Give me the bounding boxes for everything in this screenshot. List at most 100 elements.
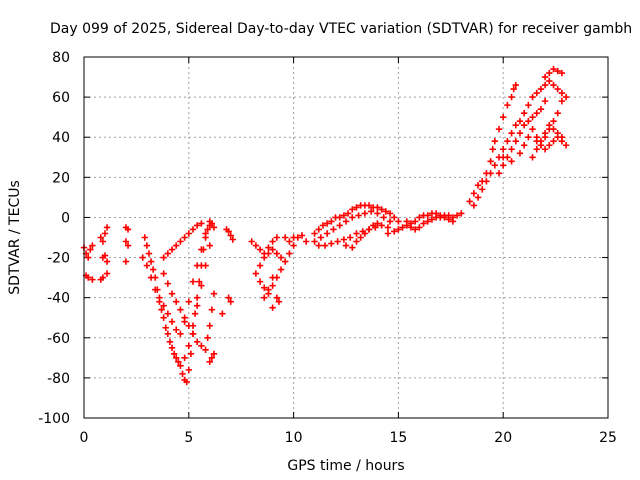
- data-point: [516, 130, 524, 137]
- series-late-rise: [466, 65, 570, 209]
- x-axis-label: GPS time / hours: [287, 458, 404, 474]
- data-point: [173, 242, 180, 249]
- data-point: [202, 346, 209, 354]
- data-point: [166, 338, 174, 345]
- data-point: [495, 126, 503, 133]
- data-point: [160, 270, 167, 277]
- data-point: [256, 246, 264, 253]
- data-point: [227, 298, 234, 305]
- data-point: [286, 250, 293, 257]
- data-point: [330, 226, 337, 233]
- data-point: [537, 85, 545, 93]
- data-point: [353, 204, 360, 211]
- data-point: [185, 298, 192, 305]
- data-point: [219, 310, 226, 317]
- data-point: [103, 270, 111, 277]
- data-point: [315, 226, 322, 233]
- data-point: [162, 324, 169, 331]
- data-point: [256, 278, 264, 285]
- data-point: [554, 109, 561, 117]
- data-point: [273, 250, 281, 257]
- data-point: [101, 230, 109, 237]
- data-point: [361, 210, 369, 217]
- y-tick-label: 80: [52, 50, 70, 66]
- data-point: [311, 230, 318, 237]
- data-point: [89, 276, 96, 283]
- data-point: [198, 282, 205, 289]
- data-point: [168, 290, 176, 297]
- data-point: [342, 218, 350, 225]
- data-point: [189, 278, 197, 285]
- data-point: [541, 73, 549, 81]
- data-point: [504, 101, 511, 109]
- data-point: [483, 178, 490, 185]
- data-point: [508, 93, 515, 101]
- data-point: [407, 220, 415, 227]
- data-point: [340, 212, 348, 219]
- data-point: [185, 342, 192, 349]
- data-point: [512, 81, 519, 89]
- data-point: [367, 208, 375, 215]
- data-point: [269, 282, 276, 289]
- x-tick-label: 5: [184, 430, 193, 446]
- data-point: [277, 254, 285, 261]
- data-point: [508, 146, 515, 153]
- data-point: [290, 242, 297, 249]
- data-point: [395, 226, 402, 233]
- data-point: [550, 138, 557, 145]
- data-point: [265, 244, 272, 251]
- data-point: [416, 214, 423, 221]
- data-point: [198, 246, 205, 253]
- data-point: [101, 252, 109, 259]
- data-point: [175, 358, 182, 366]
- x-tick-label: 10: [285, 430, 303, 446]
- data-point: [206, 242, 213, 249]
- data-point: [97, 234, 104, 241]
- data-point: [500, 146, 507, 153]
- data-point: [149, 266, 157, 273]
- data-point: [520, 142, 528, 149]
- data-point: [168, 318, 176, 325]
- data-point: [193, 294, 201, 301]
- data-point: [311, 238, 318, 245]
- data-point: [196, 278, 203, 285]
- data-point: [204, 226, 211, 233]
- data-point: [265, 286, 272, 293]
- data-point: [529, 126, 536, 133]
- data-point: [269, 246, 276, 253]
- data-point: [87, 246, 94, 253]
- data-point: [156, 294, 163, 301]
- data-point: [491, 162, 499, 169]
- data-point: [386, 210, 394, 217]
- gridlines: [84, 57, 608, 418]
- data-point: [158, 306, 165, 313]
- data-point: [189, 322, 197, 329]
- data-point: [432, 210, 440, 217]
- data-point: [399, 224, 406, 231]
- data-point: [361, 230, 369, 237]
- data-point: [152, 286, 159, 293]
- data-point: [229, 236, 237, 243]
- data-point: [183, 378, 190, 386]
- data-point: [261, 294, 268, 301]
- data-point: [520, 121, 528, 129]
- data-point: [103, 224, 111, 231]
- data-point: [147, 274, 155, 281]
- data-point: [315, 242, 322, 249]
- data-point: [533, 89, 540, 97]
- data-point: [225, 294, 232, 301]
- y-tick-label: -100: [38, 411, 70, 427]
- data-point: [420, 220, 427, 227]
- data-point: [170, 350, 178, 358]
- data-point: [403, 218, 410, 225]
- data-point: [173, 354, 180, 362]
- data-point: [256, 262, 264, 269]
- axis-ticks: 0 5 10 15 20 25 -100 -80 -60 -40 -20 0 20 40 60 80: [38, 50, 617, 446]
- data-point: [261, 284, 268, 291]
- data-point: [334, 238, 341, 245]
- data-point: [193, 222, 201, 229]
- data-point: [525, 117, 532, 125]
- data-point: [198, 342, 205, 349]
- data-point: [378, 222, 385, 229]
- data-point: [147, 258, 155, 265]
